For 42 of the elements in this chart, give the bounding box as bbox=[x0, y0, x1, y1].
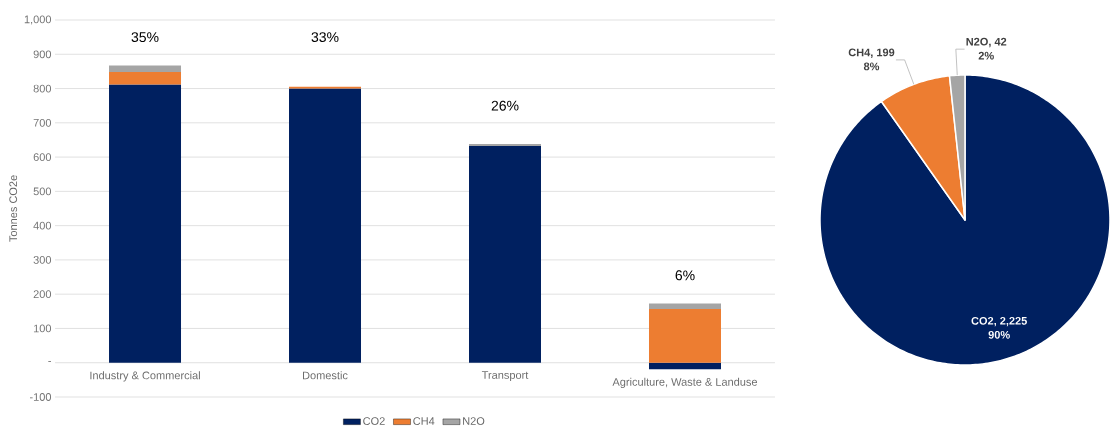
y-tick-label: 300 bbox=[33, 256, 52, 264]
y-tick-label: 200 bbox=[33, 290, 52, 299]
y-tick-label: 500 bbox=[33, 187, 52, 196]
data-label: , 42 bbox=[989, 37, 1007, 48]
bar bbox=[469, 146, 541, 363]
bar bbox=[649, 303, 721, 309]
text: 8% bbox=[863, 62, 880, 71]
x-tick-label: Agriculture, Waste & Landuse bbox=[612, 377, 758, 388]
x-tick-label: Transport bbox=[481, 371, 529, 382]
slice-label: CH4 bbox=[848, 48, 871, 57]
annotation: 6% bbox=[675, 270, 695, 281]
bar bbox=[109, 72, 182, 85]
bar bbox=[109, 65, 182, 73]
bar bbox=[289, 88, 362, 363]
x-tick-label: Industry & Commercial bbox=[90, 371, 200, 382]
data-label: , 199 bbox=[871, 48, 895, 58]
bar bbox=[469, 144, 541, 147]
bar bbox=[109, 84, 182, 363]
y-tick-label: -100 bbox=[29, 393, 52, 401]
legend-label: CO2 bbox=[363, 417, 385, 425]
text: 2% bbox=[978, 51, 994, 60]
annotation: 35% bbox=[131, 32, 159, 43]
y-tick-label: 1,000 bbox=[24, 15, 52, 25]
legend-label: CH4 bbox=[413, 417, 435, 425]
y-tick-label: 900 bbox=[33, 50, 52, 59]
slice-label: N2O bbox=[966, 37, 988, 46]
x-tick-label: Domestic bbox=[303, 371, 348, 380]
bar bbox=[649, 362, 721, 370]
y-tick-label: 700 bbox=[33, 118, 52, 127]
slice-label: CO2 bbox=[971, 316, 994, 325]
y-tick-label: 800 bbox=[33, 84, 52, 93]
y-tick-label: 400 bbox=[33, 221, 52, 230]
y-tick-label: 100 bbox=[33, 324, 52, 333]
y-tick-label: - bbox=[48, 361, 51, 362]
bar bbox=[649, 308, 721, 363]
y-axis-title: Tonnes CO2e bbox=[9, 175, 18, 242]
text: 90% bbox=[988, 330, 1010, 339]
annotation: 33% bbox=[311, 32, 339, 43]
data-label: , 2,225 bbox=[994, 316, 1027, 327]
y-tick-label: 600 bbox=[33, 153, 52, 161]
annotation: 26% bbox=[491, 100, 519, 111]
legend-label: N2O bbox=[463, 417, 485, 425]
